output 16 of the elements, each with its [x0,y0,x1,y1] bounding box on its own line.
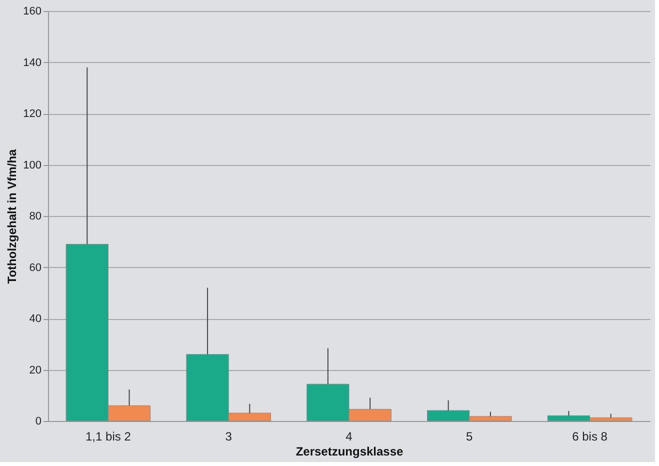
y-tick-label: 120 [23,108,42,120]
x-tick-label: 1,1 bis 2 [86,430,132,444]
y-tick-label: 160 [23,6,42,18]
y-axis-title: Totholzgehalt in Vfm/ha [5,148,20,284]
x-tick-label: 4 [346,430,353,444]
x-tick-label: 6 bis 8 [572,430,608,444]
x-tick-label: 3 [225,430,232,444]
y-tick-label: 100 [23,159,42,172]
y-tick-label: 80 [29,210,42,222]
y-tick-label: 140 [23,56,42,69]
y-tick-label: 20 [29,364,42,376]
x-axis-title: Zersetzungsklasse [296,444,404,458]
x-tick-label: 5 [466,430,474,444]
y-tick-label: 60 [29,262,42,274]
y-tick-label: 0 [35,416,42,428]
y-tick-label: 40 [29,313,42,325]
